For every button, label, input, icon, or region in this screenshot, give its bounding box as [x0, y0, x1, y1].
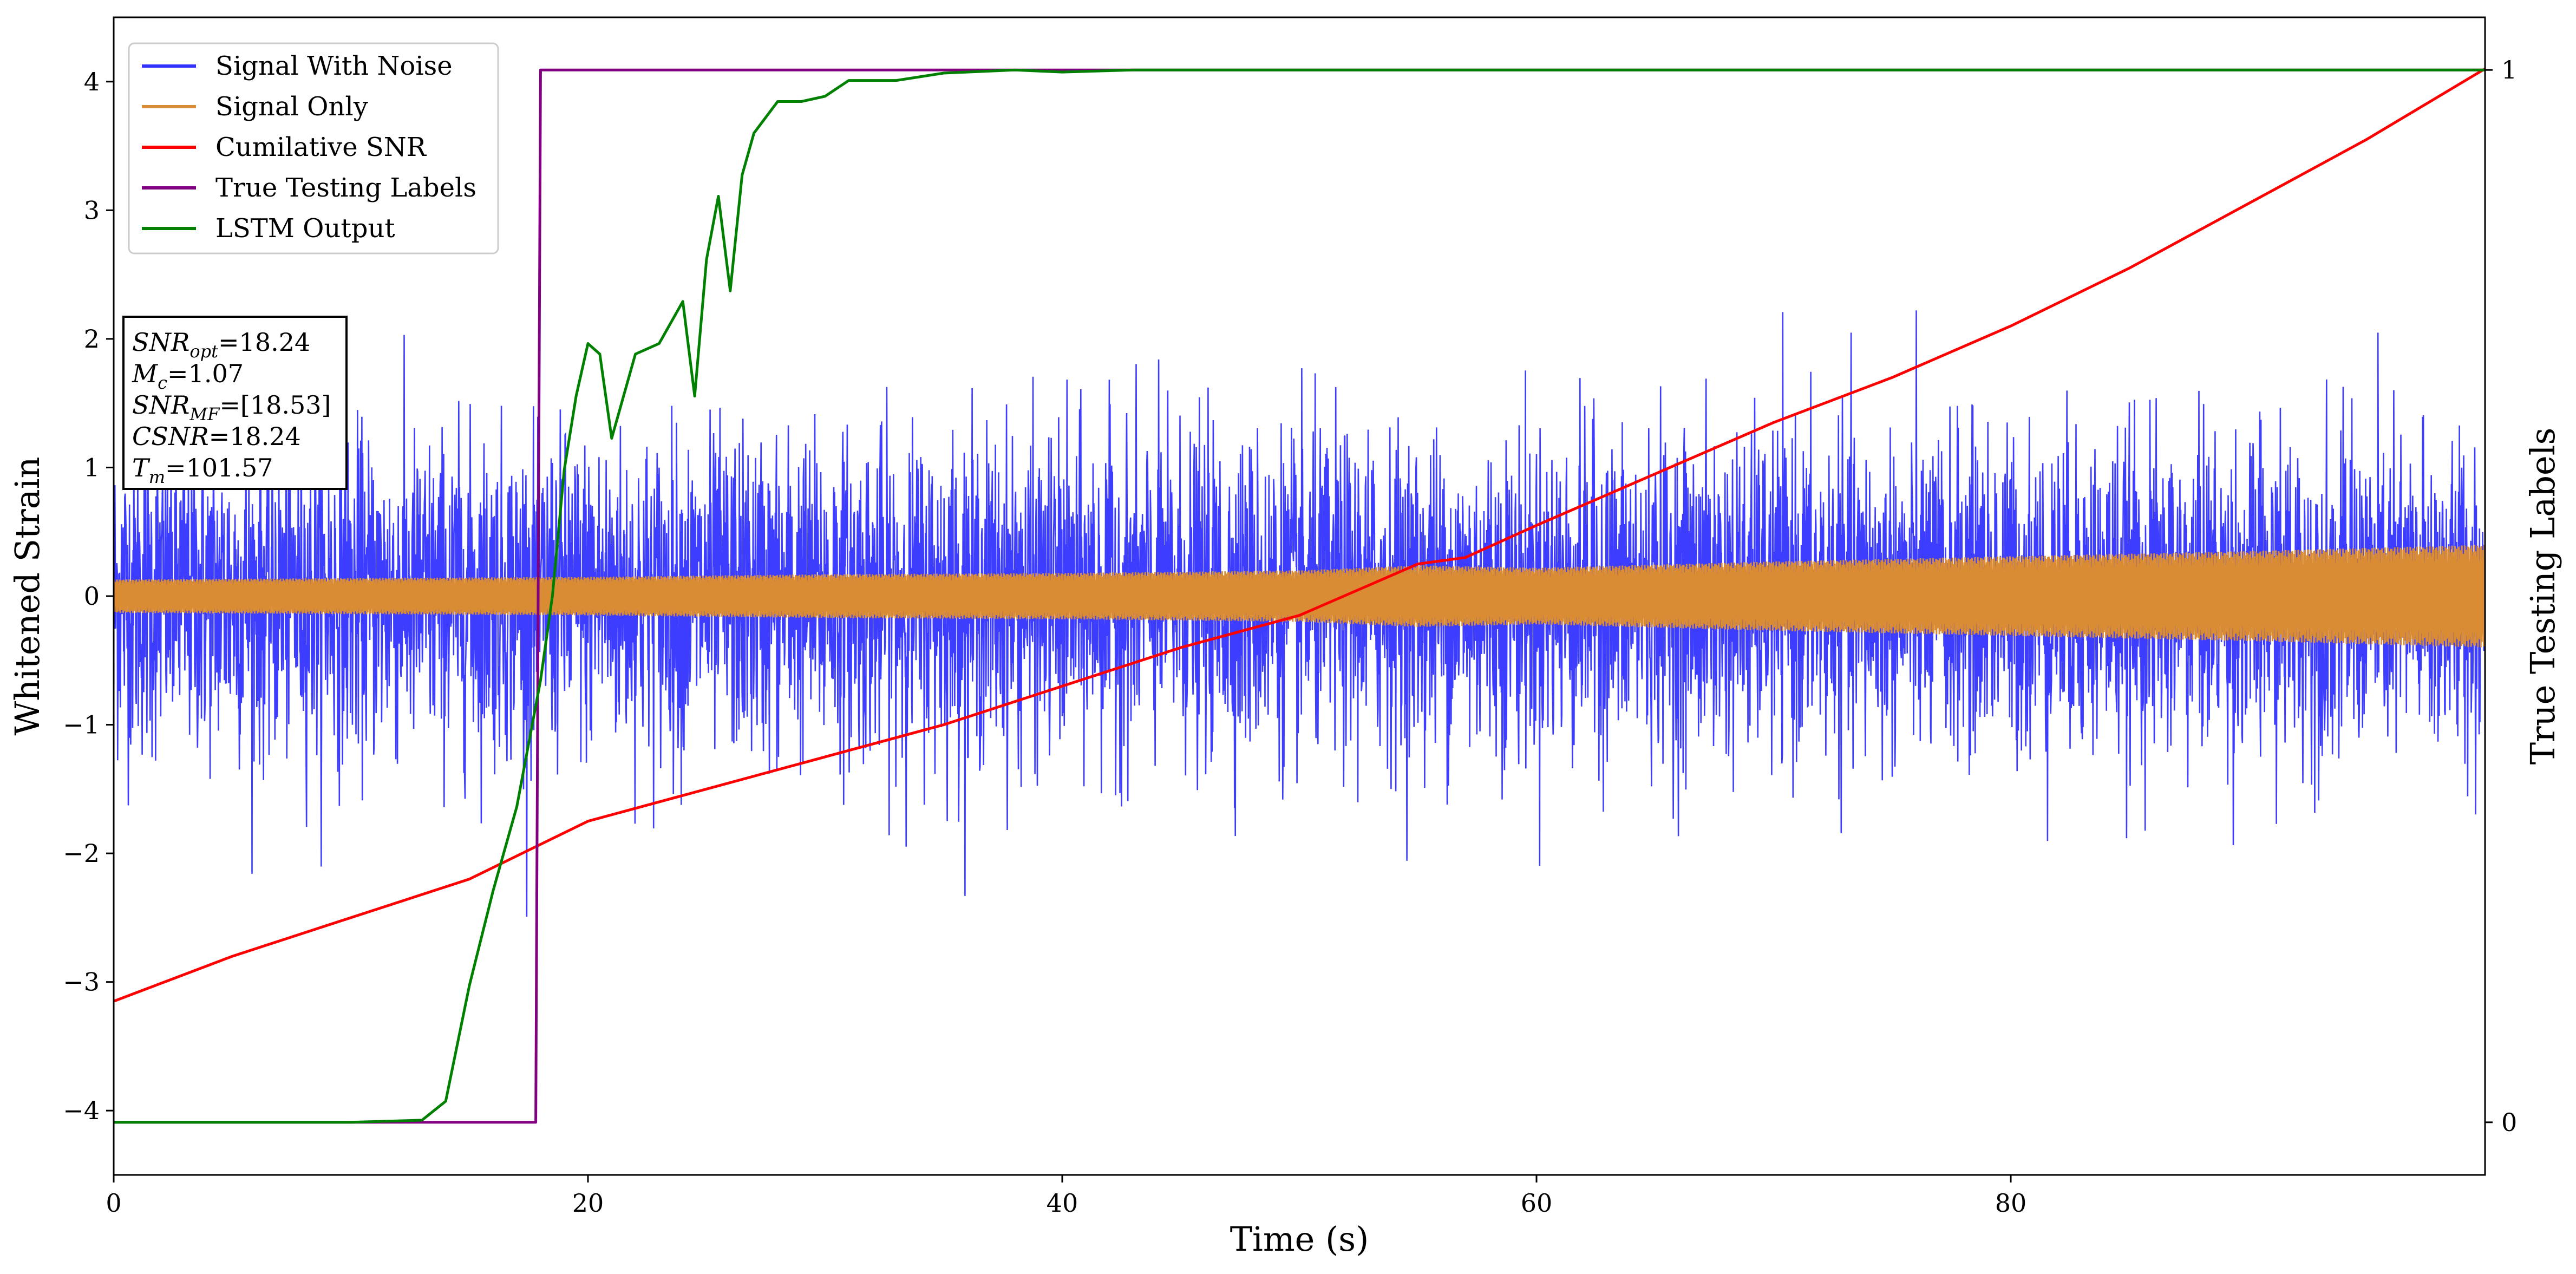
annotation-line: SNRopt=18.24 [132, 328, 310, 362]
legend-item: Signal With Noise [142, 51, 453, 81]
annotation-line: SNRMF=[18.53] [132, 390, 331, 424]
x-tick-label: 60 [1521, 1188, 1553, 1218]
annotation-symbol: SNR [132, 390, 189, 420]
annotation-value: =18.24 [218, 328, 310, 357]
y-axis-label: Whitened Strain [8, 457, 47, 736]
annotation-symbol: CSNR [132, 422, 209, 451]
y-tick-label: −4 [63, 1096, 100, 1125]
x-axis: 0 20 40 60 80 [106, 1175, 2026, 1218]
y-tick-label: 4 [84, 67, 100, 96]
legend-label: Cumilative SNR [215, 132, 427, 162]
annotation-box: SNRopt=18.24Mc=1.07SNRMF=[18.53]CSNR=18.… [122, 316, 348, 490]
annotation-line: Tm=101.57 [132, 453, 273, 487]
x-tick-label: 0 [106, 1188, 121, 1218]
annotation-subscript: opt [189, 341, 218, 362]
series-lstm-output [114, 68, 2485, 1124]
y-tick-label: −1 [63, 710, 100, 740]
plot-area [114, 67, 2485, 1124]
annotation-line: CSNR=18.24 [132, 422, 301, 451]
annotation-line: Mc=1.07 [132, 359, 244, 393]
annotation-value: =101.57 [165, 453, 273, 482]
legend-item: Signal Only [142, 92, 368, 122]
y-tick-label: −3 [63, 968, 100, 997]
legend: Signal With Noise Signal Only Cumilative S… [128, 42, 499, 254]
legend-frame [128, 42, 499, 254]
annotation-value: =[18.53] [219, 390, 331, 420]
y-right-tick-label: 1 [2501, 55, 2517, 84]
x-tick-label: 20 [572, 1188, 604, 1218]
annotation-value: =18.24 [209, 422, 301, 451]
y-right-tick-label: 0 [2501, 1108, 2517, 1137]
y-axis-left: −4 −3 −2 −1 0 1 2 3 4 [63, 67, 114, 1125]
legend-label: Signal Only [215, 92, 368, 122]
y-tick-label: −2 [63, 839, 100, 868]
y-tick-label: 0 [84, 582, 100, 611]
legend-label: LSTM Output [215, 213, 395, 244]
legend-item: LSTM Output [142, 213, 395, 244]
annotation-symbol: T [132, 453, 151, 482]
annotation-symbol: M [132, 359, 159, 388]
annotation-value: =1.07 [167, 359, 244, 388]
annotation-symbol: SNR [132, 328, 189, 357]
annotation-subscript: c [158, 373, 167, 393]
y-tick-label: 1 [84, 453, 100, 482]
x-tick-label: 80 [1995, 1188, 2027, 1218]
series-signal-only [114, 545, 2485, 648]
y-tick-label: 2 [84, 324, 100, 354]
annotation-subscript: m [149, 467, 165, 487]
legend-item: Cumilative SNR [142, 132, 427, 162]
y-axis-right: 01 [2485, 55, 2517, 1137]
x-axis-label: Time (s) [1230, 1219, 1369, 1259]
series-cumulative-snr [114, 67, 2485, 1003]
x-tick-label: 40 [1047, 1188, 1078, 1218]
legend-label: Signal With Noise [215, 51, 453, 81]
legend-label: True Testing Labels [215, 173, 476, 203]
annotation-subscript: MF [189, 404, 220, 424]
annotation-frame [122, 316, 348, 490]
legend-item: True Testing Labels [142, 173, 476, 203]
y-tick-label: 3 [84, 195, 100, 225]
y-axis-right-label: True Testing Labels [2523, 428, 2562, 765]
